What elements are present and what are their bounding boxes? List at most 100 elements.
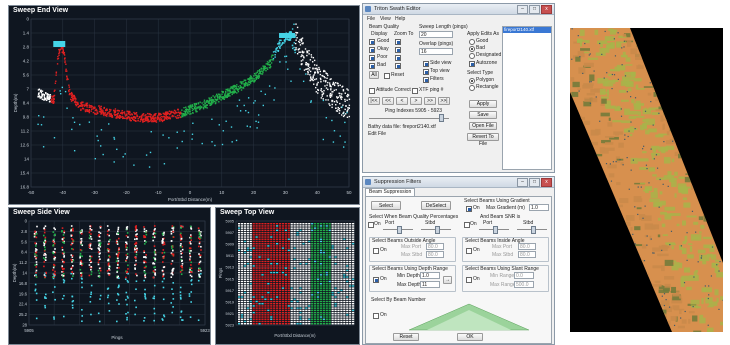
file-list-item[interactable]: fireport2140.xtf xyxy=(503,27,551,33)
select-polygon-radio[interactable] xyxy=(469,78,475,84)
outside-max-port-input[interactable]: 80.0 xyxy=(426,243,444,250)
nav-first-button[interactable]: |<< xyxy=(368,97,380,105)
max-range-input[interactable]: 500.0 xyxy=(514,281,534,288)
sweep-end-view-panel[interactable]: -50 -40 -30 -20 -10 0 10 20 30 40 50 0 1.4 2.8 4.2 5.6 7… xyxy=(8,5,360,205)
ok-button[interactable]: OK xyxy=(457,333,483,341)
open-file-button[interactable]: Open File xyxy=(469,122,497,130)
swath-editor-window[interactable]: Triton Swath Editor – □ x File View Help… xyxy=(362,3,555,173)
snr-stbd-thumb[interactable] xyxy=(531,226,536,234)
side-view-checkbox[interactable] xyxy=(423,61,429,67)
outside-angle-on-checkbox[interactable] xyxy=(373,248,379,254)
top-view-point xyxy=(273,251,276,254)
menu-file[interactable]: File xyxy=(367,16,376,22)
nav-prev-page-button[interactable]: << xyxy=(382,97,394,105)
display-bad-checkbox[interactable] xyxy=(369,63,375,69)
sweep-side-view-panel[interactable]: 0 2.8 5.6 8.4 11.2 14 16.8 19.6 22.4 25.2 28 5905 59… xyxy=(8,207,211,345)
ping-point xyxy=(198,232,201,235)
outside-max-stbd-input[interactable]: 80.0 xyxy=(426,251,444,258)
save-button[interactable]: Save xyxy=(469,111,497,119)
quality-stbd-thumb[interactable] xyxy=(435,226,440,234)
beam-suppression-tab[interactable]: Beam Suppression xyxy=(365,188,416,196)
inside-max-stbd-input[interactable]: 80.0 xyxy=(518,251,536,258)
snr-on-checkbox[interactable] xyxy=(464,222,470,228)
suppression-titlebar[interactable]: Suppression Filters – □ x xyxy=(363,177,554,188)
zoom-bad-checkbox[interactable] xyxy=(395,63,401,69)
top-view-checkbox[interactable] xyxy=(423,69,429,75)
maximize-button[interactable]: □ xyxy=(529,178,540,187)
overlap-input[interactable]: 16 xyxy=(419,48,453,55)
close-button[interactable]: x xyxy=(541,5,552,14)
all-button[interactable]: All xyxy=(369,71,379,79)
xtf-ping-checkbox[interactable] xyxy=(412,88,418,94)
sweep-top-view-plot[interactable]: 5905590759095911591359155917591959215923… xyxy=(216,208,359,344)
sounding-point xyxy=(123,117,125,119)
sweep-top-view-panel[interactable]: 5905 5907 5909 5911 5913 5915 5917 5919 5921 5923… xyxy=(215,207,360,345)
autozone-checkbox[interactable] xyxy=(469,61,475,67)
sweep-length-input[interactable]: 20 xyxy=(419,31,453,38)
suppression-filters-window[interactable]: Suppression Filters – □ x Beam Suppressi… xyxy=(362,176,555,345)
apply-bad-radio[interactable] xyxy=(469,46,475,52)
swath-editor-titlebar[interactable]: Triton Swath Editor – □ x xyxy=(363,4,554,15)
ping-slider-track[interactable] xyxy=(369,118,449,119)
quality-port-thumb[interactable] xyxy=(397,226,402,234)
top-view-point xyxy=(322,274,325,276)
depth-range-apply-button[interactable]: → xyxy=(443,276,452,284)
reset-button[interactable]: Reset xyxy=(393,333,419,341)
display-good-checkbox[interactable] xyxy=(369,39,375,45)
top-view-point xyxy=(346,251,349,254)
minimize-button[interactable]: – xyxy=(517,178,528,187)
beam-number-on-checkbox[interactable] xyxy=(373,313,379,319)
ping-point xyxy=(153,262,156,265)
top-view-point xyxy=(343,323,346,325)
depth-range-on-checkbox[interactable] xyxy=(373,277,379,283)
gradient-on-checkbox[interactable] xyxy=(466,206,472,212)
sounding-point xyxy=(337,96,340,98)
reset-checkbox[interactable] xyxy=(384,73,390,79)
nav-prev-button[interactable]: < xyxy=(396,97,408,105)
close-button[interactable]: x xyxy=(541,178,552,187)
zoom-poor-checkbox[interactable] xyxy=(395,55,401,61)
top-view-point xyxy=(352,225,355,227)
nav-next-button[interactable]: > xyxy=(410,97,422,105)
display-poor-checkbox[interactable] xyxy=(369,55,375,61)
apply-good-radio[interactable] xyxy=(469,39,475,45)
slant-range-on-checkbox[interactable] xyxy=(466,277,472,283)
minimize-button[interactable]: – xyxy=(517,5,528,14)
menu-help[interactable]: Help xyxy=(395,16,406,22)
zoom-good-checkbox[interactable] xyxy=(395,39,401,45)
snr-port-thumb[interactable] xyxy=(493,226,498,234)
top-view-point xyxy=(290,291,293,294)
quality-on-checkbox[interactable] xyxy=(368,222,374,228)
inside-max-port-input[interactable]: 80.0 xyxy=(518,243,536,250)
top-view-point xyxy=(343,231,346,234)
nav-last-button[interactable]: >>| xyxy=(438,97,450,105)
top-view-point xyxy=(278,298,282,300)
select-button[interactable]: Select xyxy=(371,201,401,210)
inside-angle-on-checkbox[interactable] xyxy=(466,248,472,254)
file-list[interactable]: fireport2140.xtf xyxy=(502,26,552,170)
attitude-correct-checkbox[interactable] xyxy=(369,88,375,94)
ping-slider-thumb[interactable] xyxy=(439,114,444,122)
sounding-point xyxy=(344,100,346,103)
zoom-okay-checkbox[interactable] xyxy=(395,47,401,53)
menu-view[interactable]: View xyxy=(380,16,391,22)
display-okay-checkbox[interactable] xyxy=(369,47,375,53)
top-view-point xyxy=(276,229,279,232)
max-gradient-input[interactable]: 1.0 xyxy=(529,204,549,211)
apply-designated-radio[interactable] xyxy=(469,53,475,59)
maximize-button[interactable]: □ xyxy=(529,5,540,14)
min-depth-input[interactable]: 1.0 xyxy=(420,272,440,279)
ping-point xyxy=(127,272,129,275)
min-range-input[interactable]: 0.0 xyxy=(514,272,534,279)
top-view-point xyxy=(305,278,308,280)
apply-button[interactable]: Apply xyxy=(469,100,497,108)
max-depth-input[interactable]: 11 xyxy=(420,281,440,288)
nav-next-page-button[interactable]: >> xyxy=(424,97,436,105)
deselect-button[interactable]: DeSelect xyxy=(421,201,451,210)
beam-number-fan-graphic[interactable] xyxy=(389,302,549,331)
select-rectangle-radio[interactable] xyxy=(469,85,475,91)
filters-checkbox[interactable] xyxy=(423,77,429,83)
revert-to-file-button[interactable]: Revert To File xyxy=(467,133,499,147)
sweep-end-view-plot[interactable]: -50 -40 -30 -20 -10 0 10 20 30 40 5001.42.84.25.67… xyxy=(9,6,359,204)
